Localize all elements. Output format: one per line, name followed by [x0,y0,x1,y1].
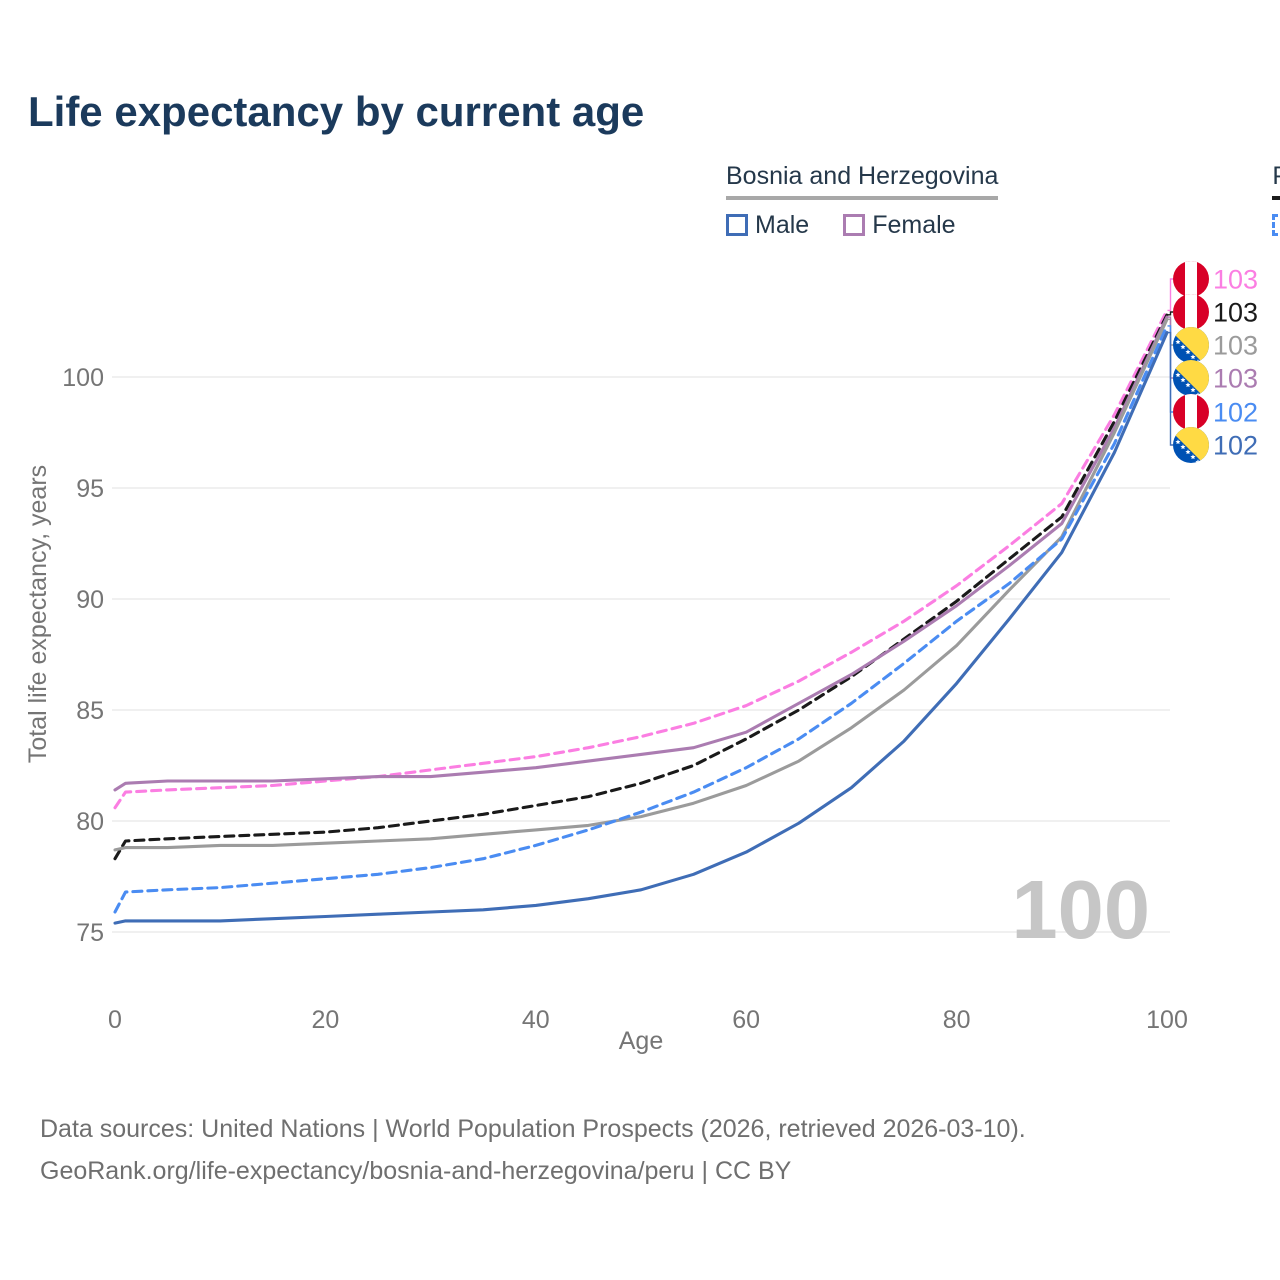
x-tick-label-40: 40 [522,1006,550,1034]
end-label-leader-bih-male [1167,331,1173,446]
legend-item-bih-female[interactable]: Female [843,210,956,240]
series-line-bih-male [113,331,1169,925]
y-tick-label-80: 80 [76,808,104,836]
footer-attribution: GeoRank.org/life-expectancy/bosnia-and-h… [40,1157,792,1185]
legend-line-sample-solid [726,195,999,200]
footer: Data sources: United Nations | World Pop… [40,1108,1026,1192]
x-axis-title: Age [619,1027,663,1055]
y-tick-label-95: 95 [76,475,104,503]
end-label-value-peru-female: 103 [1213,265,1258,295]
footer-data-sources: Data sources: United Nations | World Pop… [40,1115,1026,1143]
legend-group-bosnia: Bosnia and Herzegovina Male Female [726,162,999,240]
series-line-bih-female [113,315,1169,792]
y-tick-label-90: 90 [76,586,104,614]
peru-flag-icon [1173,294,1209,330]
y-tick-label-85: 85 [76,697,104,725]
end-label-value-peru-male: 102 [1213,398,1258,428]
y-tick-label-75: 75 [76,919,104,947]
page-title: Life expectancy by current age [28,88,645,135]
series-line-peru-female [113,308,1169,810]
x-tick-label-0: 0 [108,1006,122,1034]
legend-country-peru[interactable]: Peru [1272,162,1280,191]
y-axis-title: Total life expectancy, years [24,465,52,763]
legend-swatch-bih-female [843,214,866,236]
x-tick-label-20: 20 [311,1006,339,1034]
legend-item-peru-male[interactable]: Male [1272,211,1280,240]
peru-flag-icon [1173,394,1209,430]
legend-country-bosnia[interactable]: Bosnia and Herzegovina [726,162,999,190]
peru-flag-icon [1173,261,1209,297]
legend-group-peru: Peru Male Female [1272,162,1280,240]
series-line-peru-male [113,324,1169,914]
watermark-age: 100 [1012,863,1150,956]
legend-line-sample-dashed [1272,195,1280,200]
end-label-leader-peru-female [1167,278,1173,312]
end-label-value-bih-total: 103 [1213,331,1258,361]
end-label-value-peru-total: 103 [1213,298,1258,328]
series-line-peru-total [113,313,1169,861]
x-tick-label-80: 80 [943,1006,971,1034]
legend-label-bih-female: Female [872,210,956,239]
legend-label-bih-male: Male [755,210,810,239]
x-tick-label-100: 100 [1146,1006,1188,1034]
end-label-leader-peru-total [1167,311,1173,316]
bosnia-flag-icon [1173,427,1209,463]
legend-swatch-peru-male [1272,214,1280,236]
legend-swatch-bih-male [726,214,748,236]
legend: Bosnia and Herzegovina Male Female Peru … [726,162,1280,240]
end-label-value-bih-female: 103 [1213,364,1258,394]
end-label-value-bih-male: 102 [1213,431,1258,461]
bosnia-flag-icon [1173,360,1209,396]
legend-item-bih-male[interactable]: Male [726,211,809,240]
bosnia-flag-icon [1173,327,1209,363]
x-tick-label-60: 60 [732,1006,760,1034]
y-tick-label-100: 100 [62,364,104,392]
